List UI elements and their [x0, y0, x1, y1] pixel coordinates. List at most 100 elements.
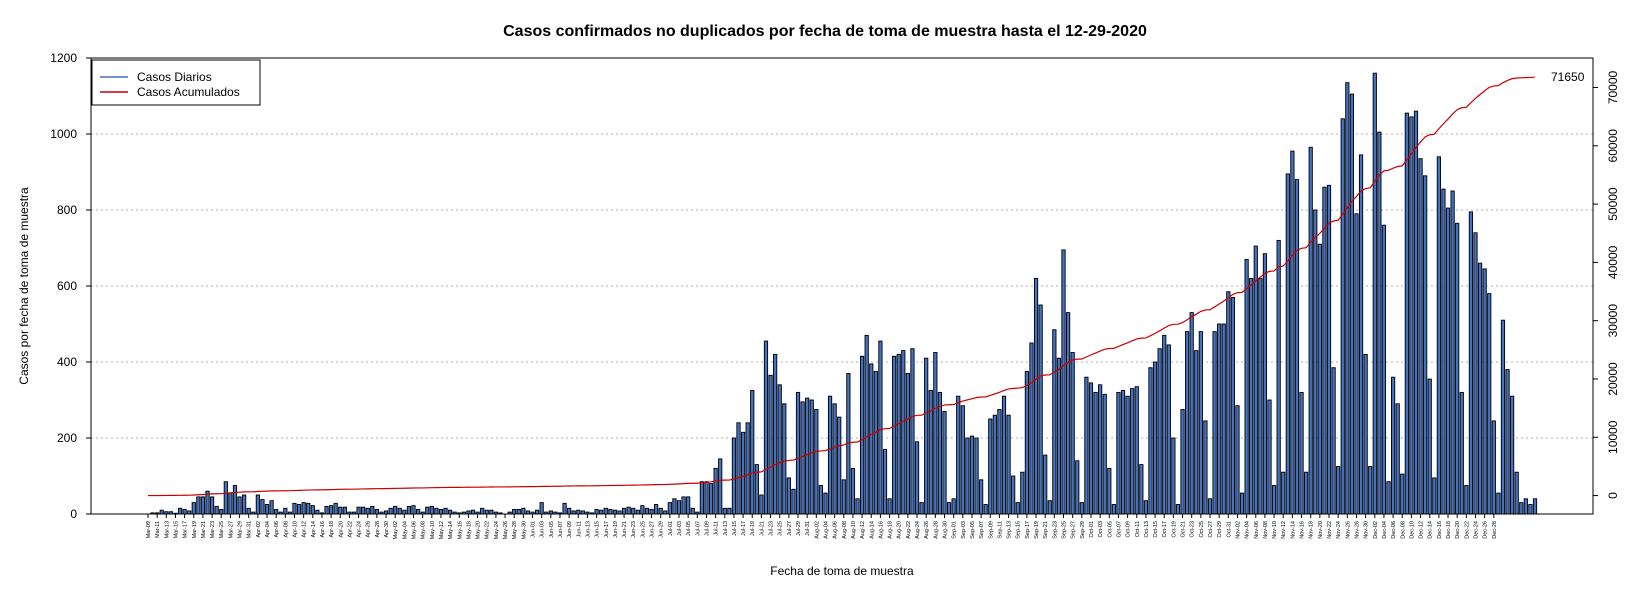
bar-156 — [860, 355, 865, 515]
bar-118 — [686, 496, 691, 515]
bar-200 — [1061, 249, 1066, 515]
bar-196 — [1043, 454, 1048, 515]
bar-269 — [1377, 131, 1382, 515]
bar-203 — [1075, 460, 1080, 515]
bar-82 — [521, 507, 526, 515]
bar-136 — [768, 374, 773, 515]
bar-219 — [1148, 367, 1153, 515]
cumulative-cases-line — [147, 76, 1536, 497]
x-tick-label-3: Mar-15 — [173, 521, 179, 538]
bar-237 — [1230, 296, 1235, 515]
bar-217 — [1139, 464, 1144, 515]
bar-36 — [310, 505, 315, 515]
x-tick-label-46: Jun-09 — [567, 521, 573, 538]
x-tick-label-73: Aug-02 — [814, 521, 820, 539]
y-tick-label-6: 1200 — [50, 51, 77, 65]
y-tick-label-5: 1000 — [50, 127, 77, 141]
bar-107 — [635, 509, 640, 515]
bar-289 — [1468, 211, 1474, 515]
bar-259 — [1331, 367, 1336, 515]
bar-209 — [1102, 393, 1107, 515]
x-tick-label-122: Nov-08 — [1263, 521, 1269, 539]
bar-43 — [342, 506, 347, 515]
x-tick-label-37: May-22 — [485, 521, 491, 539]
x-tick-label-145: Dec-24 — [1473, 521, 1479, 539]
x-tick-label-120: Nov-04 — [1245, 521, 1251, 539]
bar-14 — [209, 496, 215, 515]
bar-281 — [1432, 477, 1437, 515]
bar-197 — [1047, 500, 1052, 515]
bar-99 — [599, 509, 604, 515]
bar-146 — [814, 409, 819, 515]
bar-228 — [1189, 312, 1194, 515]
bar-102 — [612, 509, 618, 515]
x-tick-label-51: Jun-19 — [613, 521, 619, 538]
bar-147 — [818, 485, 823, 515]
y-axis-right: 0 10000 20000 30000 40000 50000 60000 70000 — [1593, 70, 1620, 499]
x-tick-label-121: Nov-06 — [1254, 521, 1260, 539]
bar-137 — [773, 353, 778, 515]
bar-140 — [786, 477, 791, 515]
x-tick-label-126: Nov-16 — [1300, 521, 1306, 539]
bar-287 — [1459, 391, 1464, 515]
x-tick-label-11: Mar-31 — [247, 521, 253, 538]
x-tick-label-57: Jul-01 — [668, 521, 674, 536]
x-tick-label-147: Dec-28 — [1492, 521, 1498, 539]
bar-218 — [1143, 500, 1149, 515]
bar-303 — [1532, 498, 1538, 515]
x-tick-label-75: Aug-06 — [833, 521, 839, 539]
x-tick-label-109: Oct-13 — [1144, 521, 1150, 538]
bar-32 — [292, 502, 297, 515]
bar-16 — [219, 508, 224, 515]
bar-187 — [1001, 395, 1007, 515]
x-tick-label-32: May-12 — [439, 521, 445, 539]
x-tick-label-98: Sep-21 — [1043, 521, 1049, 539]
x-tick-label-124: Nov-12 — [1281, 521, 1287, 539]
bar-47 — [361, 506, 366, 515]
bar-167 — [910, 348, 915, 515]
bar-185 — [992, 414, 997, 515]
x-tick-label-133: Nov-30 — [1364, 521, 1370, 539]
bar-37 — [315, 509, 320, 515]
bar-40 — [329, 505, 334, 515]
bar-73 — [480, 507, 485, 515]
bar-131 — [745, 422, 750, 515]
bar-258 — [1326, 184, 1332, 515]
bar-17 — [223, 481, 228, 515]
bar-34 — [301, 502, 306, 515]
bar-204 — [1079, 502, 1084, 515]
bar-265 — [1358, 154, 1364, 515]
bar-80 — [512, 508, 517, 515]
bar-125 — [718, 458, 723, 515]
bar-208 — [1098, 384, 1103, 515]
bar-188 — [1006, 414, 1011, 515]
x-tick-label-91: Sep-07 — [979, 521, 985, 539]
bar-158 — [869, 363, 874, 515]
x-tick-label-18: Apr-14 — [311, 521, 317, 538]
bar-111 — [654, 504, 659, 515]
bar-184 — [988, 418, 993, 515]
x-tick-label-38: May-24 — [494, 521, 500, 539]
x-tick-label-84: Aug-24 — [915, 521, 921, 539]
x-tick-label-146: Dec-26 — [1483, 521, 1489, 539]
bar-81 — [516, 508, 521, 515]
x-tick-label-54: Jun-25 — [640, 521, 646, 538]
bar-293 — [1487, 293, 1492, 515]
x-tick-label-74: Aug-04 — [823, 521, 829, 539]
bar-20 — [237, 496, 242, 515]
bar-100 — [603, 507, 608, 515]
x-tick-label-40: May-28 — [512, 521, 518, 539]
x-tick-label-44: Jun-05 — [549, 521, 555, 538]
x-tick-label-14: Apr-06 — [274, 521, 280, 538]
bar-244 — [1262, 253, 1268, 515]
bar-285 — [1450, 190, 1455, 515]
bar-251 — [1294, 179, 1300, 515]
x-tick-label-41: May-30 — [521, 521, 527, 539]
x-tick-label-67: Jul-21 — [759, 521, 765, 536]
bar-194 — [1033, 277, 1039, 515]
x-tick-label-128: Nov-20 — [1318, 521, 1324, 539]
y2-tick-label-6: 60000 — [1606, 129, 1620, 163]
bar-18 — [228, 492, 233, 515]
bar-189 — [1011, 475, 1016, 515]
bar-254 — [1308, 146, 1313, 515]
